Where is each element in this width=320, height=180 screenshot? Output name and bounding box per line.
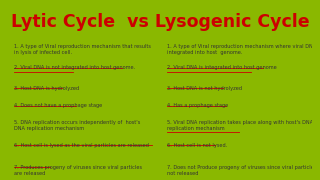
Text: 2. Viral DNA is not integrated into host genome.: 2. Viral DNA is not integrated into host… (14, 65, 135, 70)
Text: 6. Host cell is lysed as the viral particles are released: 6. Host cell is lysed as the viral parti… (14, 143, 149, 148)
Text: 7. Does not Produce progeny of viruses since viral particles are
not released: 7. Does not Produce progeny of viruses s… (167, 165, 320, 176)
Text: 1. A type of Viral reproduction mechanism where viral DNA is
integrated into hos: 1. A type of Viral reproduction mechanis… (167, 44, 320, 55)
Text: 6. Host cell is not lysed.: 6. Host cell is not lysed. (167, 143, 227, 148)
Text: 3. Host DNA is hydrolyzed: 3. Host DNA is hydrolyzed (14, 86, 79, 91)
Text: 3. Host DNA is not hydrolyzed: 3. Host DNA is not hydrolyzed (167, 86, 242, 91)
Text: 4. Has a prophage stage: 4. Has a prophage stage (167, 103, 228, 109)
Text: 5. Viral DNA replication takes place along with host's DNA
replication mechanism: 5. Viral DNA replication takes place alo… (167, 120, 313, 131)
Text: 7. Produces progeny of viruses since viral particles
are released: 7. Produces progeny of viruses since vir… (14, 165, 142, 176)
Text: 5. DNA replication occurs independently of  host's
DNA replication mechanism: 5. DNA replication occurs independently … (14, 120, 140, 131)
Text: Lytic Cycle  vs Lysogenic Cycle: Lytic Cycle vs Lysogenic Cycle (11, 13, 309, 31)
Text: 2. Viral DNA is integrated into host genome: 2. Viral DNA is integrated into host gen… (167, 65, 276, 70)
Text: 4. Does not have a prophage stage: 4. Does not have a prophage stage (14, 103, 102, 109)
Text: 1. A type of Viral reproduction mechanism that results
in lysis of infected cell: 1. A type of Viral reproduction mechanis… (14, 44, 151, 55)
